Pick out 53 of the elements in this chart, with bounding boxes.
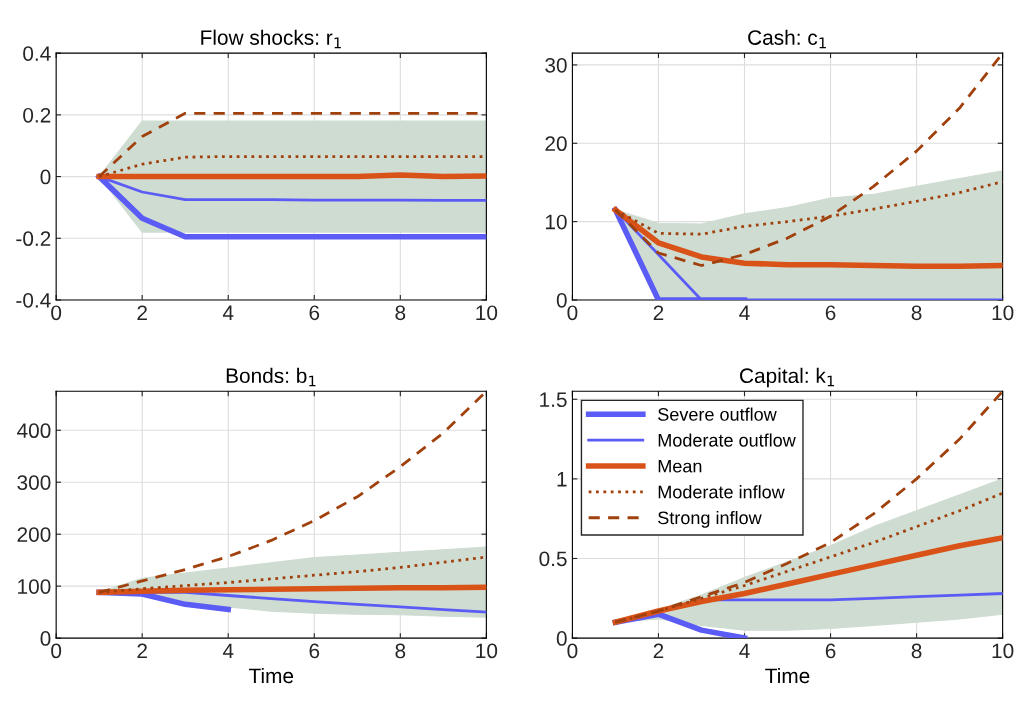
- legend-label: Severe outflow: [658, 407, 777, 421]
- x-tick-label: 10: [476, 643, 498, 659]
- x-tick-label: 4: [739, 643, 750, 659]
- chart-title: Capital: k$_{1}$: [740, 367, 834, 388]
- legend-label: Mean: [658, 459, 702, 473]
- x-tick-label: 4: [739, 305, 750, 320]
- y-tick-label: 1: [557, 472, 567, 487]
- y-tick-label: 20: [545, 136, 567, 152]
- y-tick-label: 0: [40, 169, 51, 185]
- chart-title: Flow shocks: r$_{1}$: [201, 29, 341, 49]
- x-axis-title: Time: [248, 667, 294, 684]
- x-tick-label: 6: [309, 305, 320, 321]
- x-tick-label: 0: [51, 305, 62, 321]
- y-tick-label: -0.2: [16, 231, 51, 247]
- x-tick-label: 8: [395, 643, 406, 659]
- x-tick-label: 6: [825, 643, 836, 659]
- y-tick-label: 10: [545, 214, 567, 230]
- x-tick-label: 8: [911, 305, 922, 321]
- y-tick-label: 0: [40, 631, 51, 646]
- x-tick-label: 4: [222, 305, 234, 320]
- chart-title: Bonds: b$_{1}$: [226, 367, 316, 387]
- x-tick-label: 10: [992, 305, 1014, 321]
- x-tick-label: 0: [51, 643, 62, 659]
- y-tick-label: -0.4: [16, 292, 51, 308]
- y-tick-label: 100: [18, 579, 51, 594]
- x-tick-label: 2: [137, 643, 147, 659]
- legend-label: Moderate inflow: [658, 485, 785, 499]
- x-axis-title: Time: [765, 667, 810, 684]
- x-tick-label: 10: [476, 305, 498, 321]
- x-tick-label: 8: [395, 305, 406, 321]
- x-tick-label: 2: [653, 643, 664, 659]
- x-tick-label: 10: [992, 643, 1014, 659]
- x-tick-label: 6: [309, 643, 320, 659]
- x-tick-label: 2: [653, 305, 664, 320]
- x-tick-label: 0: [567, 643, 578, 659]
- y-tick-label: 300: [17, 475, 51, 490]
- x-tick-label: 2: [137, 305, 147, 320]
- y-tick-label: 0.5: [539, 551, 567, 567]
- y-tick-label: 1.5: [540, 392, 567, 408]
- legend-label: Moderate outflow: [658, 433, 796, 447]
- y-tick-label: 400: [17, 423, 51, 439]
- x-tick-label: 0: [567, 305, 578, 321]
- y-tick-label: 0: [556, 292, 567, 308]
- y-tick-label: 0: [556, 631, 567, 646]
- y-tick-label: 0.2: [23, 107, 51, 123]
- y-tick-label: 30: [545, 57, 567, 73]
- y-tick-label: 0.4: [23, 46, 51, 61]
- y-tick-label: 200: [17, 527, 51, 542]
- x-tick-label: 6: [825, 305, 836, 321]
- x-tick-label: 8: [911, 643, 922, 659]
- x-tick-label: 4: [222, 643, 234, 659]
- chart-title: Cash: c$_{1}$: [748, 29, 826, 49]
- legend-label: Strong inflow: [658, 510, 762, 528]
